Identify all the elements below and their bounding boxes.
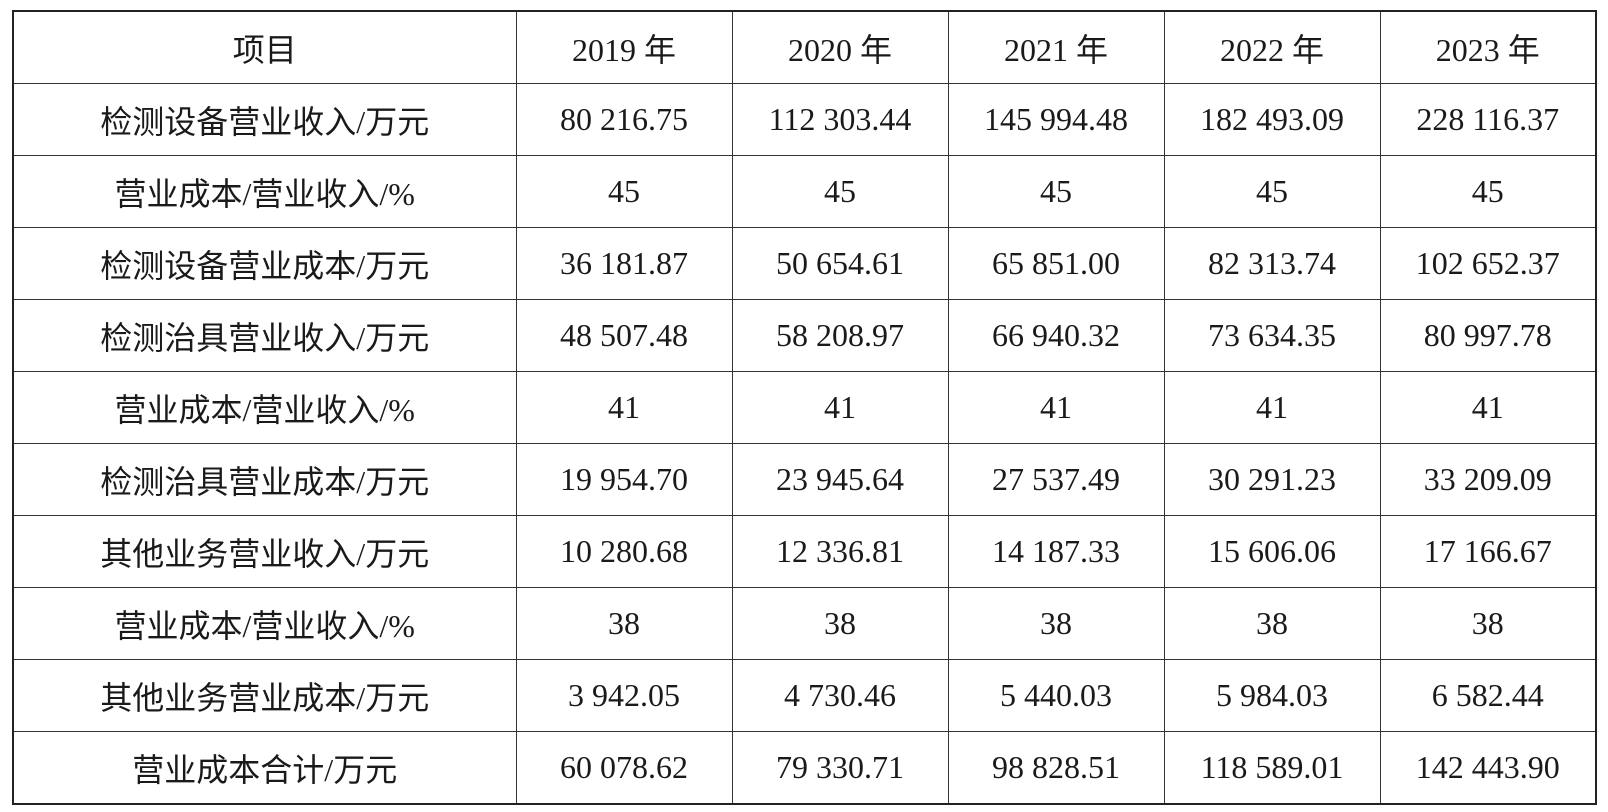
value-cell: 45	[515, 155, 733, 228]
value-cell: 12 336.81	[731, 515, 949, 588]
header-cell: 2021 年	[947, 10, 1165, 84]
value-cell: 38	[731, 587, 949, 660]
row-label: 检测设备营业成本/万元	[12, 227, 517, 300]
value-cell: 33 209.09	[1379, 443, 1597, 516]
header-cell: 项目	[12, 10, 517, 84]
value-cell: 79 330.71	[731, 731, 949, 805]
table-row: 营业成本/营业收入/% 38 38 38 38 38	[12, 587, 1597, 660]
value-cell: 23 945.64	[731, 443, 949, 516]
table-row: 检测设备营业收入/万元 80 216.75 112 303.44 145 994.48…	[12, 83, 1597, 156]
value-cell: 102 652.37	[1379, 227, 1597, 300]
row-label: 营业成本/营业收入/%	[12, 587, 517, 660]
value-cell: 41	[731, 371, 949, 444]
value-cell: 118 589.01	[1163, 731, 1381, 805]
value-cell: 3 942.05	[515, 659, 733, 732]
value-cell: 14 187.33	[947, 515, 1165, 588]
value-cell: 5 984.03	[1163, 659, 1381, 732]
value-cell: 112 303.44	[731, 83, 949, 156]
value-cell: 45	[731, 155, 949, 228]
row-label: 检测设备营业收入/万元	[12, 83, 517, 156]
value-cell: 82 313.74	[1163, 227, 1381, 300]
header-cell: 2020 年	[731, 10, 949, 84]
value-cell: 30 291.23	[1163, 443, 1381, 516]
value-cell: 38	[1379, 587, 1597, 660]
value-cell: 80 216.75	[515, 83, 733, 156]
table-row: 其他业务营业收入/万元 10 280.68 12 336.81 14 187.33 15…	[12, 515, 1597, 588]
value-cell: 38	[947, 587, 1165, 660]
value-cell: 6 582.44	[1379, 659, 1597, 732]
table-row: 检测设备营业成本/万元 36 181.87 50 654.61 65 851.00 82…	[12, 227, 1597, 300]
value-cell: 17 166.67	[1379, 515, 1597, 588]
value-cell: 66 940.32	[947, 299, 1165, 372]
value-cell: 58 208.97	[731, 299, 949, 372]
value-cell: 10 280.68	[515, 515, 733, 588]
value-cell: 41	[515, 371, 733, 444]
value-cell: 228 116.37	[1379, 83, 1597, 156]
header-cell: 2019 年	[515, 10, 733, 84]
value-cell: 38	[1163, 587, 1381, 660]
table-row: 其他业务营业成本/万元 3 942.05 4 730.46 5 440.03 5 984…	[12, 659, 1597, 732]
value-cell: 45	[1379, 155, 1597, 228]
data-table: 项目 2019 年 2020 年 2021 年 2022 年 2023 年 检测设备营业收…	[12, 10, 1597, 805]
value-cell: 48 507.48	[515, 299, 733, 372]
table-row: 营业成本合计/万元 60 078.62 79 330.71 98 828.51 118 …	[12, 731, 1597, 805]
row-label: 检测治具营业成本/万元	[12, 443, 517, 516]
value-cell: 80 997.78	[1379, 299, 1597, 372]
row-label: 其他业务营业收入/万元	[12, 515, 517, 588]
header-cell: 2023 年	[1379, 10, 1597, 84]
header-row: 项目 2019 年 2020 年 2021 年 2022 年 2023 年	[12, 10, 1597, 84]
value-cell: 98 828.51	[947, 731, 1165, 805]
value-cell: 19 954.70	[515, 443, 733, 516]
value-cell: 182 493.09	[1163, 83, 1381, 156]
value-cell: 65 851.00	[947, 227, 1165, 300]
row-label: 营业成本/营业收入/%	[12, 371, 517, 444]
row-label: 其他业务营业成本/万元	[12, 659, 517, 732]
value-cell: 5 440.03	[947, 659, 1165, 732]
table-container: 项目 2019 年 2020 年 2021 年 2022 年 2023 年 检测设备营业收…	[12, 10, 1597, 805]
value-cell: 36 181.87	[515, 227, 733, 300]
table-row: 检测治具营业收入/万元 48 507.48 58 208.97 66 940.32 73…	[12, 299, 1597, 372]
value-cell: 50 654.61	[731, 227, 949, 300]
row-label: 营业成本合计/万元	[12, 731, 517, 805]
value-cell: 41	[947, 371, 1165, 444]
value-cell: 45	[947, 155, 1165, 228]
value-cell: 38	[515, 587, 733, 660]
header-cell: 2022 年	[1163, 10, 1381, 84]
value-cell: 4 730.46	[731, 659, 949, 732]
value-cell: 41	[1163, 371, 1381, 444]
value-cell: 60 078.62	[515, 731, 733, 805]
table-row: 检测治具营业成本/万元 19 954.70 23 945.64 27 537.49 30…	[12, 443, 1597, 516]
table-row: 营业成本/营业收入/% 45 45 45 45 45	[12, 155, 1597, 228]
value-cell: 15 606.06	[1163, 515, 1381, 588]
value-cell: 145 994.48	[947, 83, 1165, 156]
row-label: 检测治具营业收入/万元	[12, 299, 517, 372]
table-row: 营业成本/营业收入/% 41 41 41 41 41	[12, 371, 1597, 444]
row-label: 营业成本/营业收入/%	[12, 155, 517, 228]
value-cell: 41	[1379, 371, 1597, 444]
value-cell: 142 443.90	[1379, 731, 1597, 805]
value-cell: 27 537.49	[947, 443, 1165, 516]
value-cell: 45	[1163, 155, 1381, 228]
value-cell: 73 634.35	[1163, 299, 1381, 372]
